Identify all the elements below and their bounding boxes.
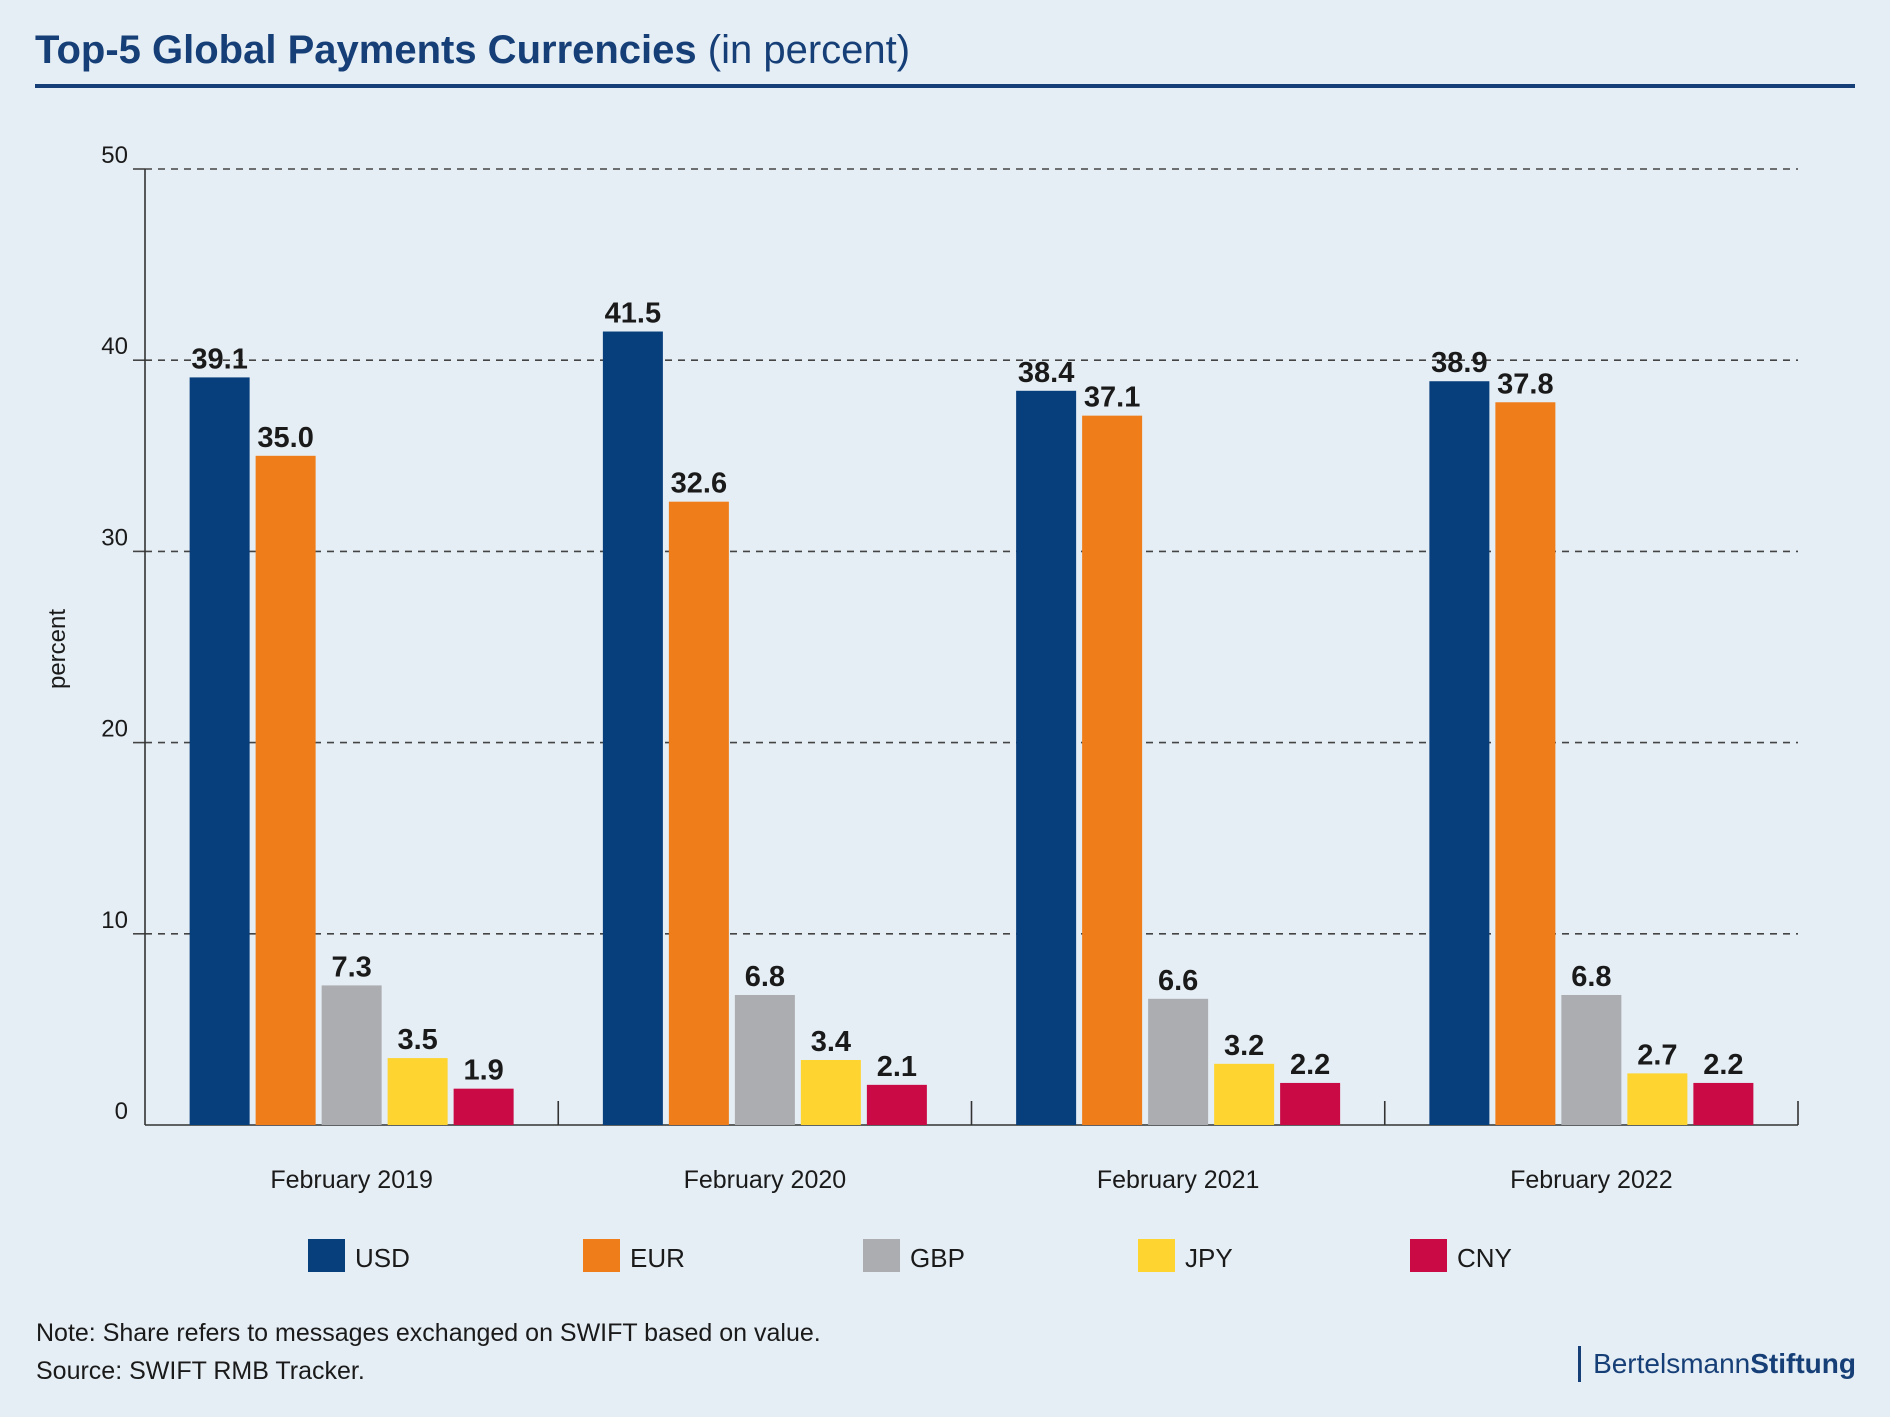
bar-jpy — [1627, 1073, 1688, 1125]
bar-jpy — [800, 1059, 861, 1125]
bar-chart: 0 10 20 30 40 50 percent 39.1 35.0 7.3 3.5 1.9 Febru… — [44, 142, 1799, 1273]
legend-label-jpy: JPY — [1185, 1243, 1233, 1273]
footnote: Note: Share refers to messages exchanged… — [36, 1314, 821, 1390]
data-label: 2.1 — [877, 1051, 917, 1083]
source-text: Source: SWIFT RMB Tracker. — [36, 1357, 365, 1385]
x-tick-label: February 2020 — [684, 1166, 847, 1194]
y-tick-label: 50 — [101, 142, 128, 169]
bar-usd — [189, 377, 250, 1126]
bar-jpy — [387, 1058, 448, 1125]
data-label: 37.8 — [1497, 368, 1553, 400]
bar-gbp — [321, 985, 382, 1125]
bertelsmann-logo: Bertelsmann Stiftung — [1578, 1346, 1856, 1382]
y-tick-label: 20 — [101, 716, 128, 743]
legend-swatch-jpy — [1138, 1239, 1175, 1272]
legend-label-usd: USD — [355, 1243, 410, 1273]
y-tick-label: 30 — [101, 524, 128, 551]
data-label: 3.4 — [811, 1026, 851, 1058]
data-label: 2.2 — [1703, 1049, 1743, 1081]
bar-usd — [1429, 381, 1490, 1125]
bar-cny — [453, 1088, 514, 1125]
chart-title: Top-5 Global Payments Currencies (in per… — [35, 28, 910, 73]
legend-swatch-eur — [583, 1239, 620, 1272]
legend-swatch-gbp — [863, 1239, 900, 1272]
y-tick-label: 40 — [101, 333, 128, 360]
y-tick-label: 10 — [101, 907, 128, 934]
bar-eur — [1495, 402, 1556, 1125]
data-label: 3.2 — [1224, 1030, 1264, 1062]
data-label: 7.3 — [331, 951, 371, 983]
bar-usd — [602, 331, 663, 1125]
data-label: 2.2 — [1290, 1049, 1330, 1081]
data-label: 2.7 — [1637, 1039, 1677, 1071]
x-tick-label: February 2022 — [1510, 1166, 1673, 1194]
logo-text-part2: Stiftung — [1750, 1348, 1856, 1379]
legend-label-eur: EUR — [630, 1243, 685, 1273]
bar-gbp — [1561, 994, 1622, 1125]
bar-gbp — [734, 994, 795, 1125]
legend-label-cny: CNY — [1457, 1243, 1512, 1273]
logo-bar — [1578, 1346, 1582, 1382]
bar-gbp — [1148, 998, 1209, 1125]
legend-swatch-cny — [1410, 1239, 1447, 1272]
bar-eur — [668, 501, 729, 1125]
data-label: 38.9 — [1431, 347, 1487, 379]
y-tick-label: 0 — [115, 1098, 128, 1125]
note-text: Note: Share refers to messages exchanged… — [36, 1319, 821, 1347]
data-label: 1.9 — [463, 1055, 503, 1087]
data-label: 38.4 — [1018, 357, 1074, 389]
bar-eur — [1082, 415, 1143, 1125]
bar-cny — [1280, 1082, 1341, 1125]
data-label: 6.8 — [1571, 961, 1611, 993]
legend-label-gbp: GBP — [910, 1243, 965, 1273]
logo-text-part1: Bertelsmann — [1593, 1348, 1751, 1379]
bar-usd — [1016, 390, 1077, 1125]
bar-jpy — [1214, 1063, 1275, 1125]
x-tick-label: February 2019 — [270, 1166, 433, 1194]
chart-title-sub: (in percent) — [707, 28, 911, 72]
title-underline — [35, 84, 1855, 88]
bar-cny — [866, 1084, 927, 1125]
bar-eur — [255, 455, 316, 1125]
data-label: 41.5 — [605, 298, 661, 330]
data-label: 32.6 — [671, 468, 727, 500]
y-axis-label: percent — [44, 609, 71, 689]
data-label: 3.5 — [397, 1024, 437, 1056]
data-label: 37.1 — [1084, 382, 1140, 414]
chart-title-main: Top-5 Global Payments Currencies — [35, 28, 697, 72]
x-tick-label: February 2021 — [1097, 1166, 1260, 1194]
data-label: 6.6 — [1158, 965, 1198, 997]
data-label: 39.1 — [191, 343, 247, 375]
bar-cny — [1693, 1082, 1754, 1125]
data-label: 35.0 — [257, 422, 313, 454]
legend-swatch-usd — [308, 1239, 345, 1272]
data-label: 6.8 — [745, 961, 785, 993]
